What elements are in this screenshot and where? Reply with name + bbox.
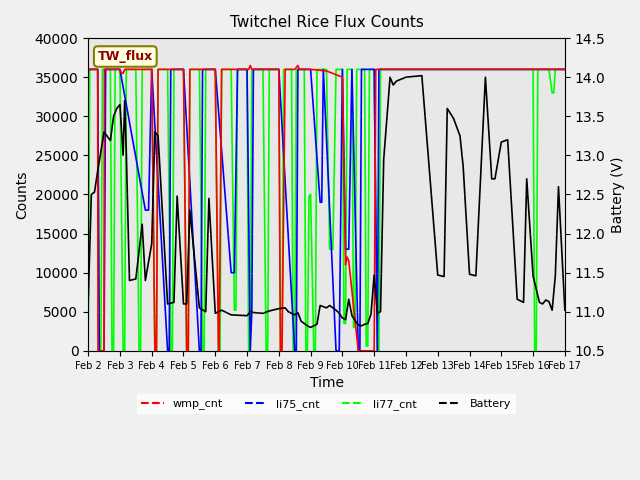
Y-axis label: Counts: Counts [15,170,29,219]
Title: Twitchel Rice Flux Counts: Twitchel Rice Flux Counts [230,15,424,30]
Text: TW_flux: TW_flux [98,50,153,63]
X-axis label: Time: Time [310,376,344,390]
Legend: wmp_cnt, li75_cnt, li77_cnt, Battery: wmp_cnt, li75_cnt, li77_cnt, Battery [137,394,516,414]
Y-axis label: Battery (V): Battery (V) [611,156,625,233]
